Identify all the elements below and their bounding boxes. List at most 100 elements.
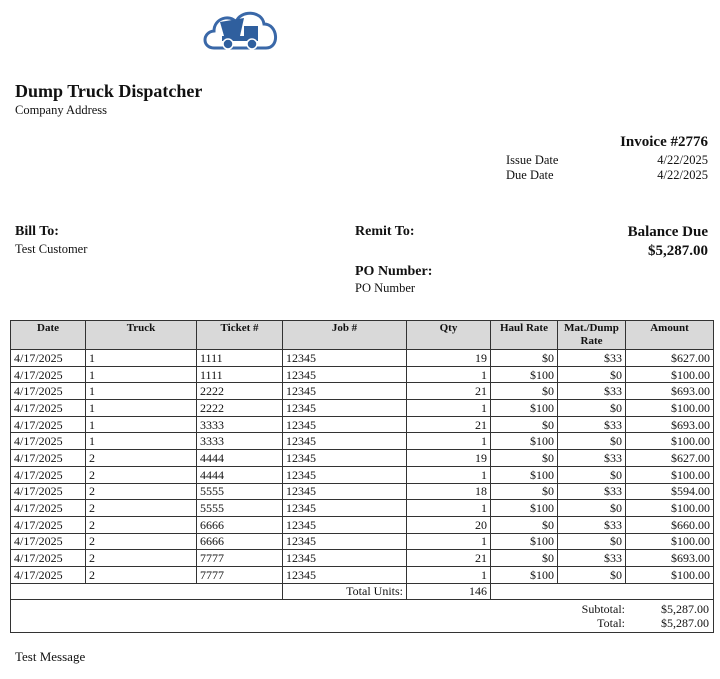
table-cell: 1111: [196, 365, 283, 384]
table-cell: $100.00: [625, 399, 714, 417]
table-row: 4/17/2025 1 3333 12345 21 $0 $33 $693.00: [10, 415, 714, 434]
table-cell: $0: [490, 482, 558, 501]
table-cell: $33: [557, 415, 626, 434]
table-cell: 21: [406, 382, 491, 401]
table-cell: 1: [406, 565, 491, 584]
table-cell: 1: [406, 365, 491, 384]
table-cell: 1: [406, 532, 491, 551]
column-header: Amount: [625, 320, 714, 350]
table-cell: $100: [490, 365, 558, 384]
table-row: 4/17/2025 1 2222 12345 1 $100 $0 $100.00: [10, 399, 714, 417]
table-cell: 1: [406, 399, 491, 417]
table-cell: $0: [490, 449, 558, 467]
total-units: 146: [406, 582, 491, 601]
table-body: 4/17/2025 1 1111 12345 19 $0 $33 $627.00 4/17/20…: [10, 349, 714, 634]
table-cell: $100: [490, 432, 558, 451]
issue-date: 4/22/2025: [657, 153, 708, 167]
table-cell: $0: [490, 415, 558, 434]
table-cell: 2: [85, 515, 197, 534]
line-items-table: Date Truck Ticket # Job # Qty Haul Rate Mat./D…: [10, 320, 714, 634]
table-cell: 4/17/2025: [10, 415, 86, 434]
total-units-label: Total Units:: [282, 582, 407, 601]
column-header: Truck: [85, 320, 197, 350]
table-cell: 12345: [282, 449, 407, 467]
issue-date-label: Issue Date: [506, 153, 559, 167]
table-cell: 1: [406, 499, 491, 517]
table-cell: 4/17/2025: [10, 382, 86, 401]
table-cell: 4/17/2025: [10, 532, 86, 551]
table-cell: 20: [406, 515, 491, 534]
table-row: 4/17/2025 2 6666 12345 1 $100 $0 $100.00: [10, 532, 714, 551]
table-cell: 12345: [282, 482, 407, 501]
bill-to-label: Bill To:: [15, 224, 59, 239]
table-cell: $0: [557, 432, 626, 451]
table-cell: 12345: [282, 432, 407, 451]
table-cell: 12345: [282, 565, 407, 584]
table-cell: $33: [557, 515, 626, 534]
table-cell: 1: [85, 382, 197, 401]
table-cell: $100: [490, 499, 558, 517]
empty-cell: [490, 582, 714, 601]
table-cell: 1: [406, 432, 491, 451]
table-cell: 2: [85, 482, 197, 501]
table-cell: 21: [406, 415, 491, 434]
table-cell: $693.00: [625, 549, 714, 567]
totals-line: Total: $5,287.00: [15, 616, 709, 630]
table-cell: 12345: [282, 515, 407, 534]
total-units-row: Total Units: 146: [10, 582, 714, 601]
message: Test Message: [15, 649, 86, 664]
totals-cell: Subtotal: $5,287.00 Total: $5,287.00: [10, 599, 714, 634]
empty-cell: [10, 582, 283, 601]
table-cell: $100.00: [625, 365, 714, 384]
column-header: Haul Rate: [490, 320, 558, 350]
table-cell: $100: [490, 465, 558, 484]
table-cell: $660.00: [625, 515, 714, 534]
column-header: Ticket #: [196, 320, 283, 350]
table-cell: $0: [490, 382, 558, 401]
table-cell: 5555: [196, 482, 283, 501]
company-name: Dump Truck Dispatcher: [15, 81, 203, 101]
table-cell: $0: [490, 549, 558, 567]
table-cell: 4444: [196, 465, 283, 484]
table-cell: 4/17/2025: [10, 549, 86, 567]
table-cell: 6666: [196, 532, 283, 551]
column-header: Qty: [406, 320, 491, 350]
table-cell: 4/17/2025: [10, 349, 86, 367]
table-cell: $0: [557, 399, 626, 417]
table-cell: 7777: [196, 565, 283, 584]
table-cell: 12345: [282, 365, 407, 384]
table-cell: 1: [406, 465, 491, 484]
table-cell: $33: [557, 449, 626, 467]
table-cell: 2: [85, 465, 197, 484]
table-cell: 1: [85, 349, 197, 367]
table-cell: $0: [557, 565, 626, 584]
table-row: 4/17/2025 2 6666 12345 20 $0 $33 $660.00: [10, 515, 714, 534]
table-cell: $100.00: [625, 565, 714, 584]
table-cell: 18: [406, 482, 491, 501]
table-cell: $33: [557, 482, 626, 501]
header-row: Date Truck Ticket # Job # Qty Haul Rate Mat./D…: [10, 320, 714, 350]
bill-to-name: Test Customer: [15, 242, 88, 256]
table-cell: 3333: [196, 415, 283, 434]
table-row: 4/17/2025 2 4444 12345 19 $0 $33 $627.00: [10, 449, 714, 467]
table-cell: 3333: [196, 432, 283, 451]
table-cell: 19: [406, 349, 491, 367]
table-row: 4/17/2025 1 1111 12345 19 $0 $33 $627.00: [10, 349, 714, 367]
table-cell: 6666: [196, 515, 283, 534]
table-cell: 4/17/2025: [10, 399, 86, 417]
table-cell: 12345: [282, 382, 407, 401]
balance-label: Balance Due: [627, 224, 708, 240]
table-cell: 4/17/2025: [10, 499, 86, 517]
table-cell: 12345: [282, 532, 407, 551]
po-label: PO Number:: [355, 264, 433, 279]
balance-amount: $5,287.00: [648, 243, 708, 259]
table-cell: 12345: [282, 349, 407, 367]
table-cell: 4/17/2025: [10, 515, 86, 534]
table-cell: 4444: [196, 449, 283, 467]
table-cell: $33: [557, 382, 626, 401]
table-cell: $100.00: [625, 532, 714, 551]
total: $5,287.00: [661, 616, 709, 631]
table-cell: $693.00: [625, 382, 714, 401]
due-date: 4/22/2025: [657, 168, 708, 182]
